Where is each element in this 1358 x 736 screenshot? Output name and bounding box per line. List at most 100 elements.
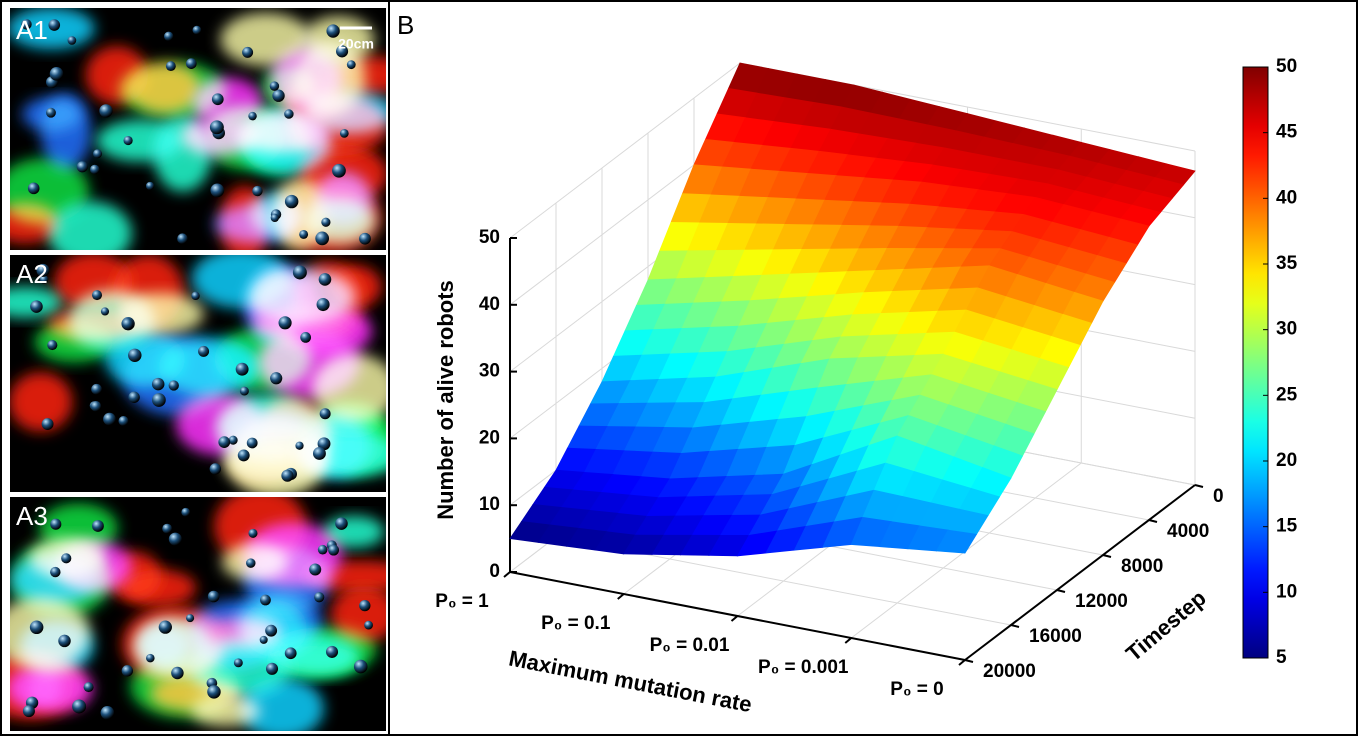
robot — [242, 46, 254, 58]
robot — [158, 620, 172, 634]
surface-patch — [647, 164, 809, 281]
x-tick-label: P₀ = 0.001 — [758, 657, 849, 678]
robot — [346, 60, 356, 70]
robot — [123, 135, 133, 146]
light-blob — [10, 553, 98, 605]
robot — [326, 24, 340, 38]
light-blob — [235, 110, 327, 153]
y-tick-label: 8000 — [1121, 556, 1163, 577]
y-tick — [1102, 554, 1112, 558]
surface-patch — [736, 435, 898, 557]
robot — [316, 298, 330, 312]
robot — [207, 685, 221, 699]
robot — [325, 645, 339, 658]
robot — [278, 316, 292, 330]
light-blob — [293, 40, 366, 116]
robot — [353, 659, 368, 674]
photo-content — [10, 497, 386, 731]
robot — [211, 93, 224, 106]
light-blob — [330, 586, 386, 643]
robot — [30, 300, 43, 313]
surface-patch — [601, 274, 763, 383]
robot — [339, 129, 349, 138]
robot — [185, 58, 197, 69]
robot — [67, 36, 77, 45]
robot — [151, 377, 165, 391]
robot — [118, 415, 129, 426]
photo-panels: A1 A2 A3 20cm — [10, 8, 386, 731]
colorbar-tick-label: 15 — [1276, 516, 1298, 537]
robot — [265, 662, 279, 675]
robot — [181, 507, 191, 517]
light-blob — [34, 321, 114, 363]
surface-patch — [896, 353, 1058, 479]
x-tick — [958, 659, 966, 666]
colorbar-tick-label: 50 — [1276, 56, 1297, 77]
robot — [332, 163, 346, 178]
y-tick — [1148, 519, 1158, 523]
robot — [121, 318, 134, 330]
robot — [299, 229, 309, 239]
surface-patch — [623, 473, 785, 557]
surface-patch — [782, 353, 944, 475]
surface-patch — [942, 265, 1104, 391]
robot — [319, 408, 331, 420]
photo-content — [10, 8, 386, 250]
robot — [192, 25, 202, 35]
light-blob — [130, 655, 239, 719]
robot — [309, 563, 322, 576]
light-blob — [243, 545, 332, 614]
robot — [198, 345, 210, 357]
robot — [165, 61, 176, 72]
robot — [146, 653, 155, 663]
robot — [50, 566, 61, 578]
robot — [121, 665, 134, 677]
robot — [328, 544, 340, 556]
robot — [27, 182, 40, 195]
robot — [21, 19, 32, 30]
robot — [168, 380, 179, 391]
robot — [72, 699, 87, 714]
light-blob — [85, 46, 149, 105]
panel-label: A1 — [16, 15, 48, 45]
light-blob — [54, 255, 133, 311]
robot — [145, 181, 155, 191]
surface-facet — [935, 529, 978, 554]
light-blob — [224, 409, 311, 445]
light-blob — [264, 646, 362, 677]
robot — [252, 185, 263, 197]
y-tick — [964, 659, 974, 663]
z-tick-label: 20 — [479, 427, 500, 448]
robot — [177, 233, 188, 244]
robot — [284, 109, 294, 119]
y-tick-label: 0 — [1213, 486, 1224, 507]
robot — [58, 634, 71, 648]
robot — [317, 437, 331, 451]
light-blob — [257, 328, 360, 398]
robot — [239, 386, 249, 396]
y-tick — [1056, 589, 1066, 593]
robot — [103, 412, 116, 426]
z-tick-label: 30 — [479, 361, 500, 382]
robot — [235, 362, 249, 376]
robot — [228, 435, 238, 445]
y-tick-label: 20000 — [983, 661, 1036, 682]
colorbar-tick-label: 35 — [1276, 253, 1298, 274]
surface-patch — [874, 181, 1036, 271]
robot — [248, 528, 258, 538]
x-axis-label: Maximum mutation rate — [507, 646, 754, 718]
robot — [47, 340, 58, 351]
robot — [218, 436, 231, 449]
robot — [151, 393, 166, 407]
surface-patch — [807, 84, 969, 183]
robot — [163, 31, 174, 41]
surface-patch — [988, 196, 1150, 302]
light-blob — [244, 268, 303, 346]
y-tick-label: 12000 — [1075, 591, 1128, 612]
x-tick — [844, 637, 852, 644]
robot — [92, 149, 103, 159]
light-blob — [219, 185, 271, 250]
x-tick-label: P₀ = 0.1 — [541, 613, 611, 634]
